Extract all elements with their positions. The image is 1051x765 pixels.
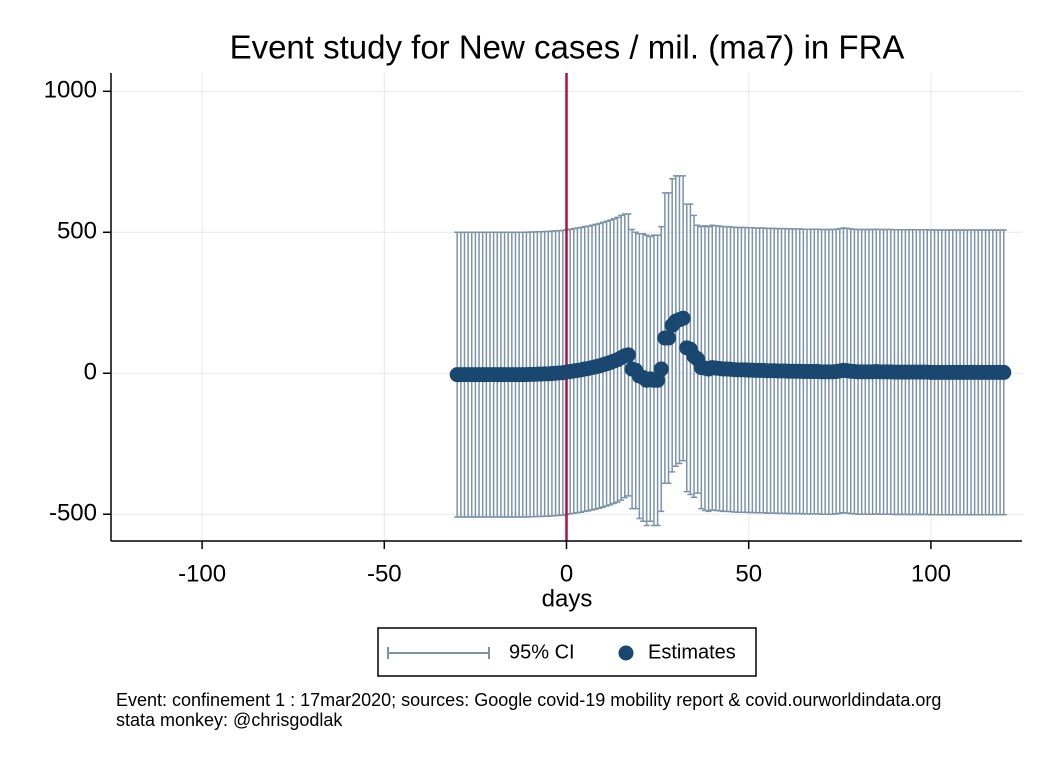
estimate-point (650, 372, 666, 388)
x-axis-label: days (542, 585, 593, 612)
y-tick-label: 0 (84, 359, 97, 386)
legend-ci-symbol (387, 647, 490, 659)
x-tick-label: -50 (367, 560, 402, 587)
footnote: Event: confinement 1 : 17mar2020; source… (116, 690, 941, 710)
estimate-point (653, 361, 669, 377)
y-tick-label: 1000 (44, 77, 97, 104)
legend-estimate-symbol (618, 645, 634, 661)
legend-label: 95% CI (509, 641, 575, 663)
estimate-point (661, 330, 677, 346)
y-tick-label: 500 (57, 218, 97, 245)
x-tick-label: 100 (911, 560, 951, 587)
estimate-point (675, 310, 691, 326)
markers (449, 310, 1012, 388)
chart-title: Event study for New cases / mil. (ma7) i… (230, 29, 905, 66)
legend-label: Estimates (648, 641, 736, 663)
y-tick-label: -500 (49, 500, 97, 527)
x-tick-label: -100 (178, 560, 226, 587)
estimate-point (620, 347, 636, 363)
error-bars (454, 175, 1007, 527)
footnote: stata monkey: @chrisgodlak (116, 710, 343, 730)
x-tick-label: 50 (735, 560, 762, 587)
estimate-point (996, 364, 1012, 380)
x-tick-label: 0 (560, 560, 573, 587)
